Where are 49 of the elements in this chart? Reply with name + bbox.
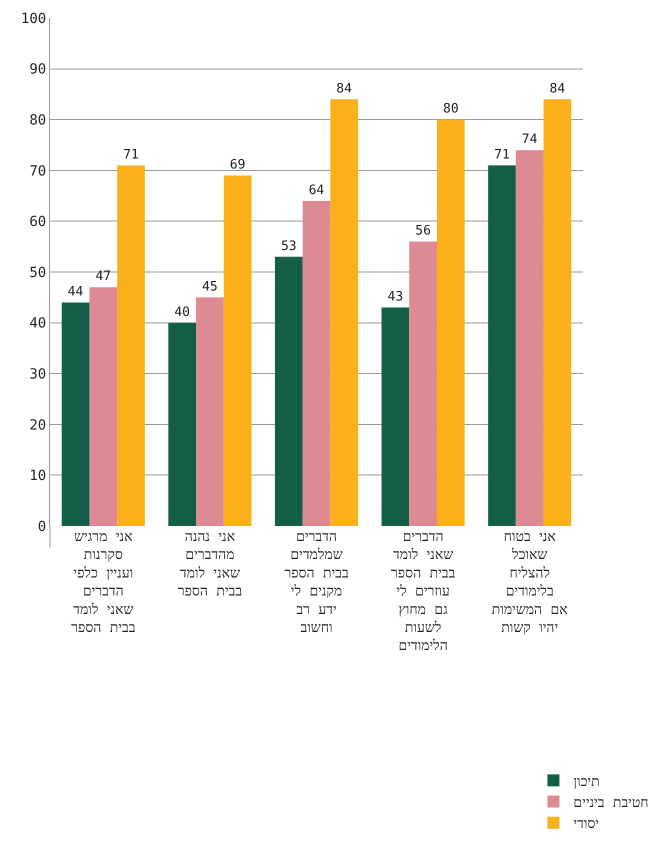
bar	[62, 302, 90, 526]
bar	[330, 99, 358, 526]
y-tick-label: 40	[29, 316, 46, 332]
data-label: 44	[68, 284, 84, 300]
data-label: 56	[415, 224, 431, 239]
data-label: 47	[95, 269, 112, 284]
legend-label: יסודי	[573, 816, 600, 832]
bar	[302, 200, 330, 526]
x-tick-label: הדברים שאני לומד בבית הספר עוזרים לי גם מחוץ לשעות הלימודים	[390, 529, 456, 654]
data-label: 69	[230, 157, 246, 172]
data-label: 71	[494, 147, 510, 162]
y-tick-label: 50	[29, 264, 46, 281]
y-tick-label: 100	[20, 10, 46, 27]
bar	[382, 308, 410, 526]
bar	[409, 242, 437, 526]
y-tick-label: 80	[29, 112, 46, 128]
x-tick-label: הדברים שמלמדים בבית הספר מקנים לי ידע רב וחשוב	[284, 529, 349, 636]
data-label: 45	[202, 279, 218, 294]
data-label: 74	[522, 132, 538, 148]
y-tick-label: 0	[38, 518, 46, 535]
bar	[89, 287, 118, 526]
y-tick-label: 90	[29, 62, 46, 78]
bar	[196, 297, 224, 526]
y-tick-label: 30	[29, 366, 46, 382]
legend-label: תיכון	[573, 774, 600, 790]
data-label: 71	[123, 147, 139, 162]
data-label: 80	[442, 102, 459, 117]
bar	[274, 256, 303, 526]
bar	[117, 165, 145, 526]
x-tick-label: אני בטוח שאוכל להצליח בלימודים אם המשימות יהיו קשות	[492, 529, 568, 636]
bar	[224, 175, 252, 526]
data-label: 64	[308, 182, 324, 198]
data-label: 84	[336, 81, 352, 96]
bar	[544, 99, 572, 526]
y-tick-label: 10	[29, 468, 46, 484]
y-tick-label: 70	[29, 163, 46, 180]
data-label: 84	[550, 81, 566, 96]
bar	[436, 120, 465, 526]
y-tick-label: 20	[29, 417, 46, 434]
legend-label: חטיבת ביניים	[573, 795, 649, 812]
x-tick-label: אני מרגיש סקרנות ועניין כלפי הדברים שאני לומד בבית הספר	[71, 529, 136, 636]
data-label: 53	[280, 238, 297, 254]
data-label: 40	[174, 304, 190, 320]
x-tick-label: אני נהנה מהדברים שאני לומד בבית הספר	[178, 529, 242, 600]
data-label: 43	[388, 290, 404, 305]
bar	[516, 150, 544, 526]
y-tick-label: 60	[29, 214, 46, 230]
bar	[488, 165, 516, 526]
bar	[168, 322, 196, 526]
